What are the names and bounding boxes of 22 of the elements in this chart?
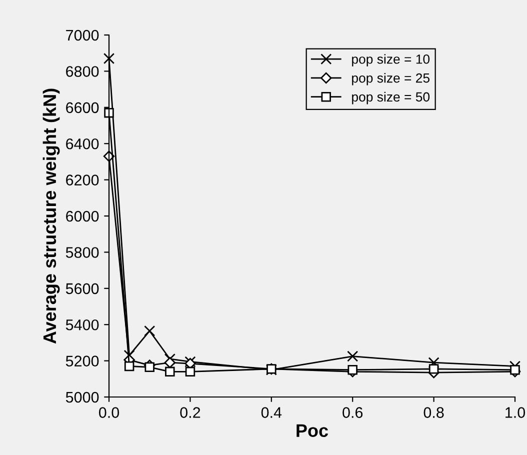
y-tick-label: 5800: [66, 247, 99, 258]
legend-label: pop size = 25: [352, 73, 430, 86]
x-tick-label: 0.0: [98, 407, 120, 418]
y-tick-label: 6800: [66, 66, 99, 77]
x-tick-label: 0.4: [261, 407, 282, 418]
y-tick-label: 6400: [66, 138, 99, 150]
y-tick-label: 5600: [66, 283, 99, 294]
legend-label: pop size = 50: [352, 92, 430, 104]
y-axis-title: Average structure weight (kN): [42, 88, 60, 344]
y-tick-label: 6200: [66, 174, 99, 186]
y-tick-label: 5400: [66, 319, 99, 330]
x-tick-label: 1.0: [506, 407, 526, 418]
y-tick-label: 5200: [66, 356, 99, 366]
legend-label: pop size = 10: [352, 54, 430, 66]
y-tick-label: 7000: [66, 30, 99, 41]
x-tick-label: 0.6: [342, 407, 363, 418]
y-tick-label: 5000: [66, 392, 99, 403]
x-tick-label: 0.2: [180, 407, 200, 418]
y-tick-label: 6000: [66, 210, 99, 222]
y-tick-label: 6600: [66, 102, 99, 114]
x-tick-label: 0.8: [424, 407, 444, 418]
x-axis-title: Poc: [296, 424, 328, 438]
